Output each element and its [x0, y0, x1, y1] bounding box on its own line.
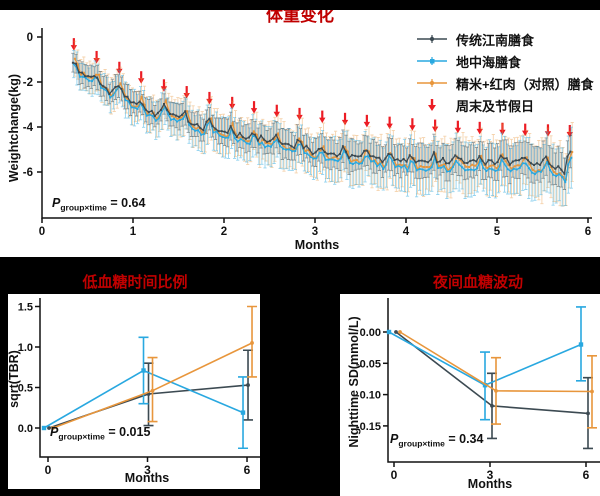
nighttime-sd-chart-title: 夜间血糖波动 [432, 274, 523, 291]
weight-change-panel: 0 -2 -4 -6 0 1 2 3 4 5 6 体重变化 Weightchange(kg) Mon… [0, 6, 600, 257]
tbr-x-axis-label: Months [124, 471, 170, 485]
svg-text:6: 6 [583, 468, 590, 482]
p-symbol: P [52, 196, 61, 210]
weight-x-axis-label: Months [294, 238, 340, 252]
legend-label: 精米+红肉（对照）膳食 [456, 76, 594, 92]
svg-text:-0.15: -0.15 [356, 421, 381, 433]
tbr-chart-title: 低血糖时间比例 [82, 274, 188, 291]
svg-text:6: 6 [244, 463, 251, 477]
weight-change-chart: 0 -2 -4 -6 0 1 2 3 4 5 6 [23, 28, 592, 238]
svg-text:3: 3 [144, 463, 151, 477]
legend-label: 地中海膳食 [456, 54, 522, 70]
nighttime-sd-panel: 0.00 -0.05 -0.10 -0.15 0 3 6 Nighttime SD(mmol… [340, 294, 600, 496]
p-value-text: = 0.34 [448, 432, 484, 446]
svg-text:1.5: 1.5 [18, 302, 33, 314]
legend-label: 周末及节假日 [456, 98, 535, 114]
p-symbol: P [50, 425, 59, 439]
nighttime-sd-x-axis-label: Months [467, 477, 513, 491]
svg-text:5: 5 [494, 226, 501, 238]
svg-text:-0.10: -0.10 [356, 390, 381, 402]
legend: 传统江南膳食 地中海膳食 精米+红肉（对照）膳食 周末及节假日 [415, 28, 594, 116]
nighttime-sd-y-axis-label: Nighttime SD(mmol/L) [347, 316, 361, 448]
svg-text:-6: -6 [23, 167, 33, 179]
svg-text:0.00: 0.00 [360, 327, 381, 339]
tbr-p-value: Pgroup×time = 0.015 [50, 425, 150, 442]
svg-text:0.0: 0.0 [18, 423, 33, 435]
p-subscript: group×time [398, 438, 445, 449]
svg-text:0: 0 [27, 32, 33, 44]
nighttime-sd-chart: 0.00 -0.05 -0.10 -0.15 0 3 6 [356, 298, 600, 482]
svg-text:4: 4 [403, 226, 410, 238]
legend-marker-line-square-icon [417, 57, 447, 65]
p-symbol: P [390, 432, 399, 446]
svg-text:0: 0 [39, 226, 45, 238]
svg-text:-2: -2 [23, 77, 33, 89]
legend-item-mediterranean-diet: 地中海膳食 [415, 50, 594, 72]
svg-text:0.5: 0.5 [18, 383, 33, 395]
tbr-y-axis-label: sqrt(TBR) [7, 350, 21, 408]
legend-item-weekend-holiday: 周末及节假日 [415, 94, 594, 116]
svg-text:2: 2 [221, 226, 227, 238]
legend-item-control-diet: 精米+红肉（对照）膳食 [415, 72, 594, 94]
tbr-panel: 0.0 0.5 1.0 1.5 0 3 6 sqrt(TBR) Months Pgroup×… [7, 294, 260, 489]
svg-text:3: 3 [312, 226, 318, 238]
nighttime-sd-p-value: Pgroup×time = 0.34 [390, 432, 483, 449]
legend-label: 传统江南膳食 [456, 32, 535, 48]
svg-text:6: 6 [585, 226, 591, 238]
svg-text:0: 0 [391, 468, 398, 482]
svg-text:-0.05: -0.05 [356, 358, 381, 370]
p-subscript: group×time [60, 202, 107, 213]
p-subscript: group×time [58, 431, 105, 442]
legend-marker-arrow-down-icon [428, 99, 436, 111]
svg-text:3: 3 [487, 468, 494, 482]
legend-marker-line-dot-icon [417, 35, 447, 43]
legend-marker-line-dot-icon [417, 79, 447, 87]
p-value-text: = 0.64 [110, 196, 146, 210]
svg-text:1.0: 1.0 [18, 342, 33, 354]
p-value-text: = 0.015 [108, 425, 151, 439]
weight-p-value: Pgroup×time = 0.64 [52, 196, 145, 213]
svg-text:1: 1 [130, 226, 137, 238]
svg-text:-4: -4 [23, 122, 34, 134]
tbr-chart: 0.0 0.5 1.0 1.5 0 3 6 [18, 298, 260, 477]
weight-y-axis-label: Weightchange(kg) [7, 73, 21, 183]
legend-item-jiangnan-diet: 传统江南膳食 [415, 28, 594, 50]
weight-chart-title: 体重变化 [266, 6, 334, 25]
svg-text:0: 0 [45, 463, 52, 477]
top-black-bar [0, 0, 600, 10]
